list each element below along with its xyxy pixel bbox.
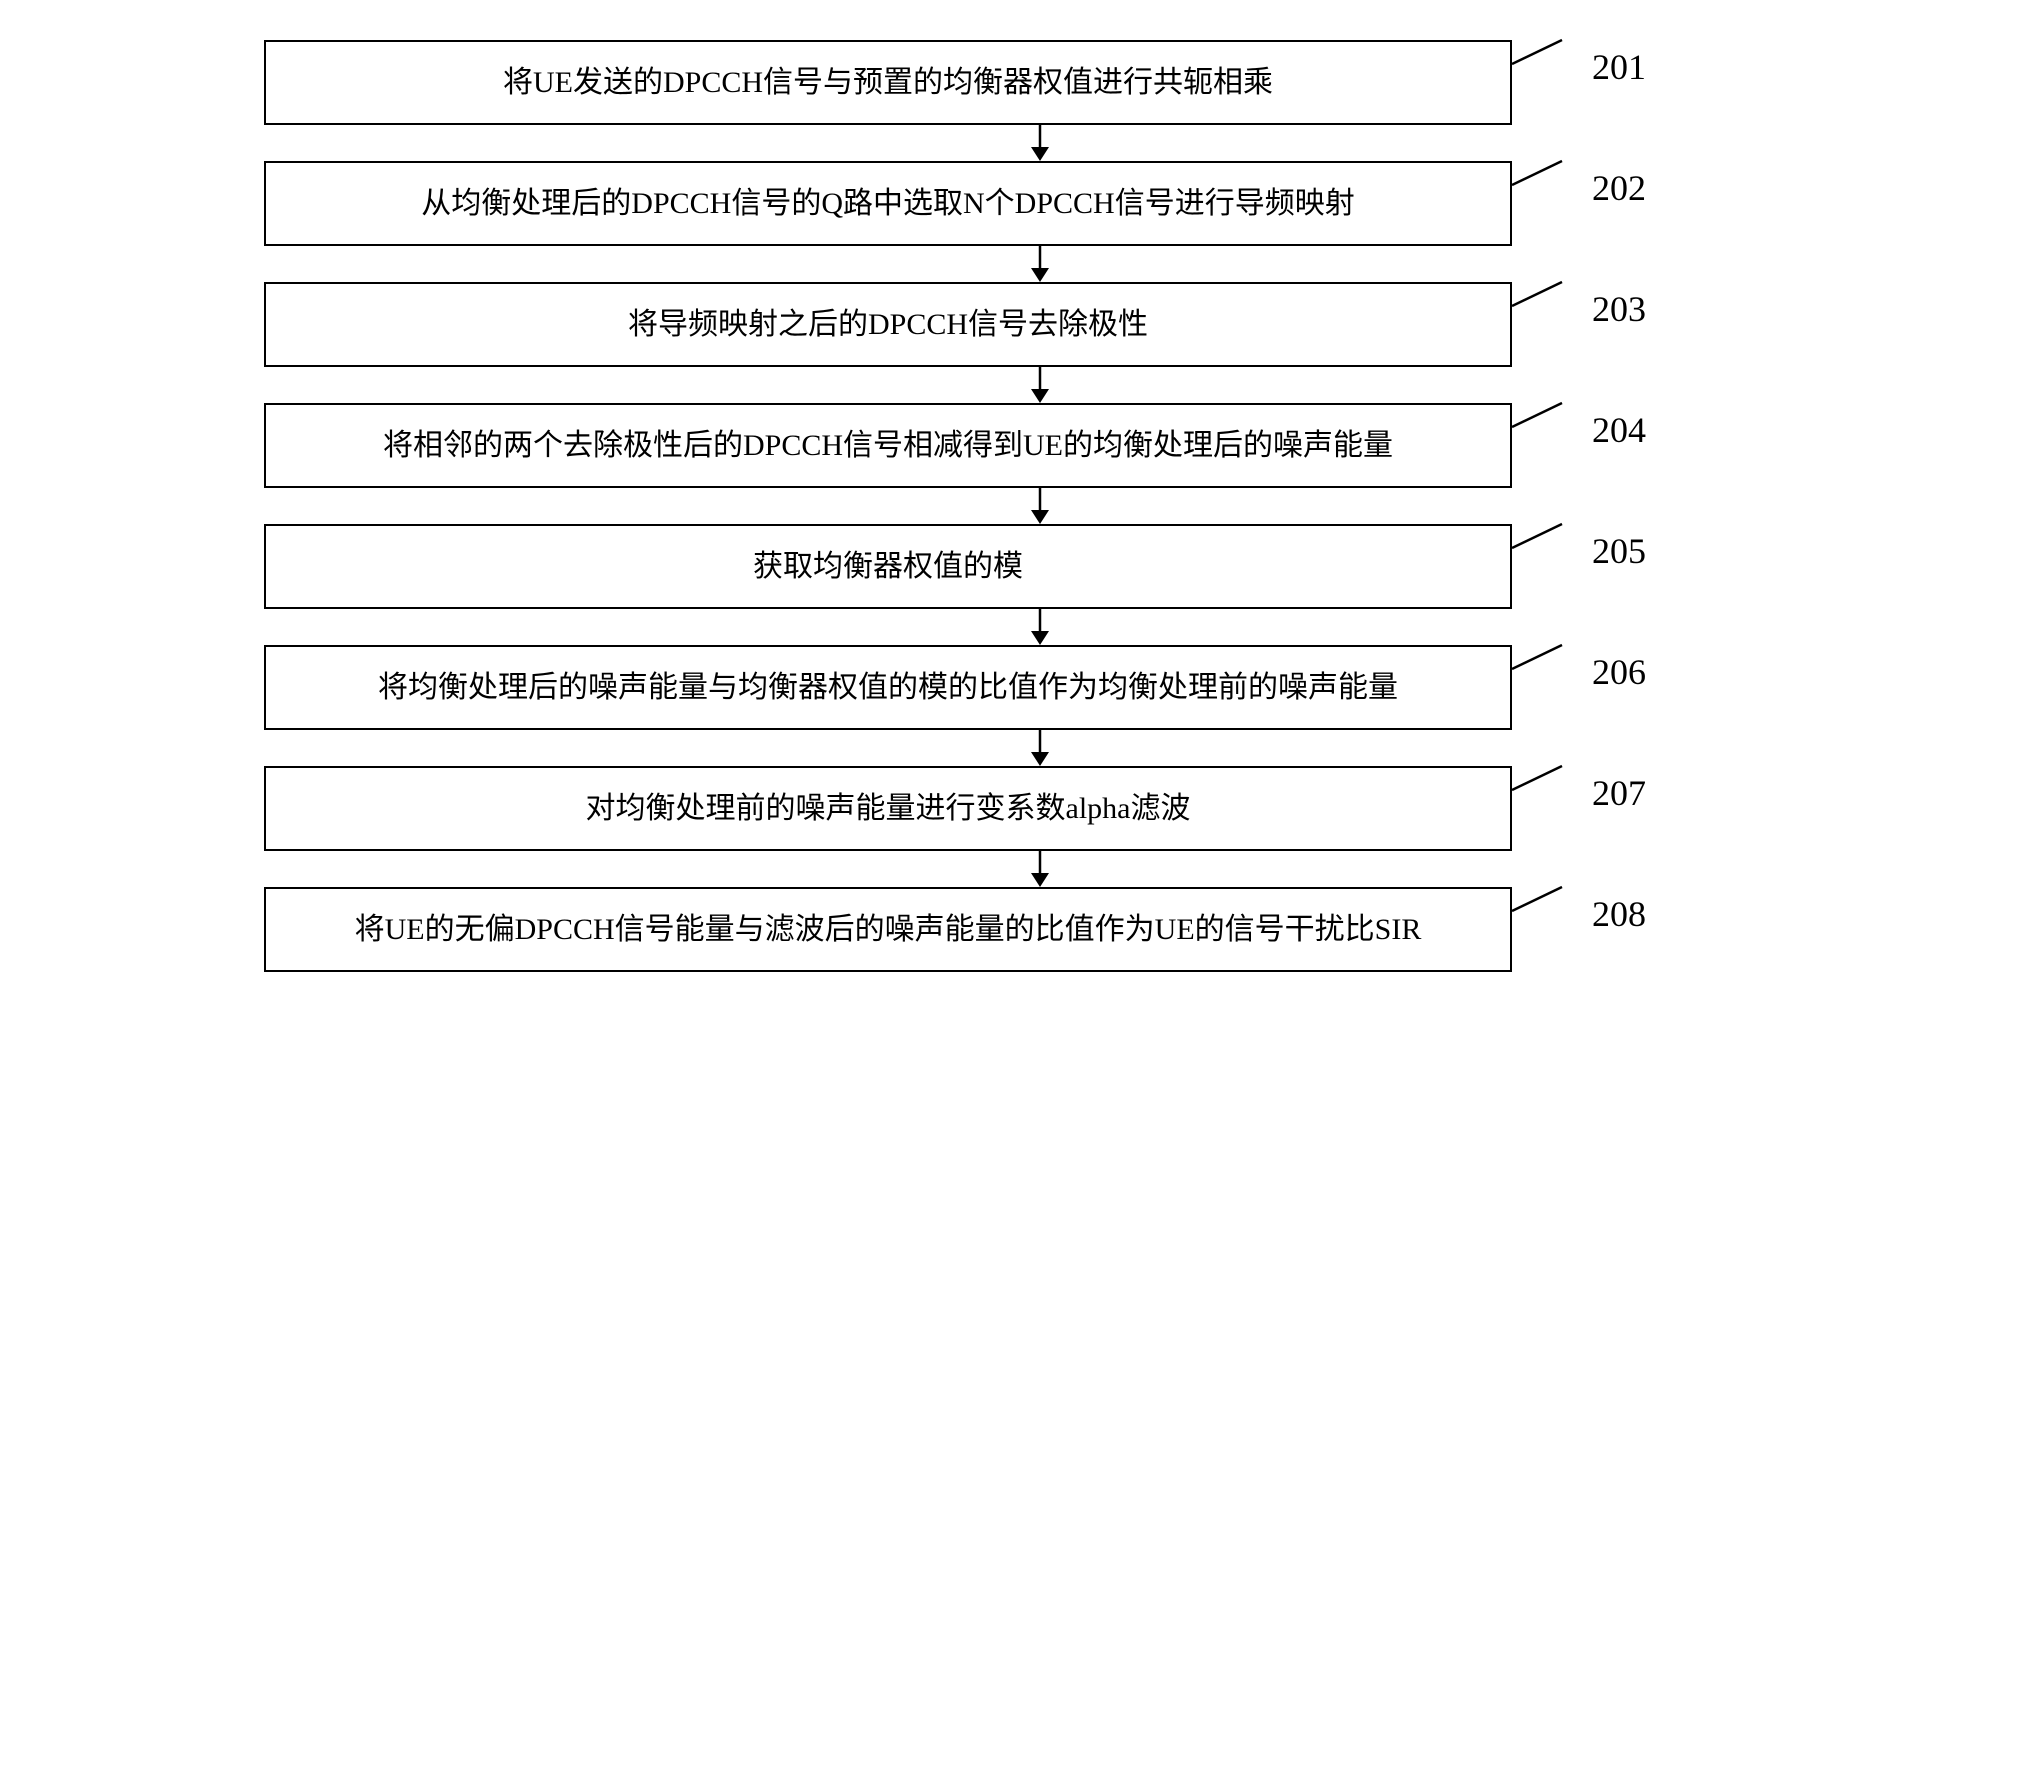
- step-label-wrap: 201: [1512, 40, 1816, 96]
- leader-line-icon: [1512, 36, 1592, 96]
- step-text: 将均衡处理后的噪声能量与均衡器权值的模的比值作为均衡处理前的噪声能量: [378, 665, 1398, 710]
- step-number: 205: [1592, 530, 1646, 572]
- step-label-wrap: 206: [1512, 645, 1816, 701]
- step-box-204: 将相邻的两个去除极性后的DPCCH信号相减得到UE的均衡处理后的噪声能量: [264, 403, 1512, 488]
- step-box-206: 将均衡处理后的噪声能量与均衡器权值的模的比值作为均衡处理前的噪声能量: [264, 645, 1512, 730]
- step-label-wrap: 202: [1512, 161, 1816, 217]
- step-row: 获取均衡器权值的模 205: [216, 524, 1816, 609]
- step-label-wrap: 208: [1512, 887, 1816, 943]
- arrow-down-icon: [1022, 246, 1058, 282]
- step-box-207: 对均衡处理前的噪声能量进行变系数alpha滤波: [264, 766, 1512, 851]
- step-row: 对均衡处理前的噪声能量进行变系数alpha滤波 207: [216, 766, 1816, 851]
- step-box-201: 将UE发送的DPCCH信号与预置的均衡器权值进行共轭相乘: [264, 40, 1512, 125]
- arrow-wrap: [416, 730, 1664, 766]
- arrow-down-icon: [1022, 609, 1058, 645]
- step-number: 203: [1592, 288, 1646, 330]
- step-text: 从均衡处理后的DPCCH信号的Q路中选取N个DPCCH信号进行导频映射: [421, 181, 1354, 226]
- leader-line-icon: [1512, 762, 1592, 822]
- step-number: 207: [1592, 772, 1646, 814]
- step-label-wrap: 205: [1512, 524, 1816, 580]
- arrow-down-icon: [1022, 730, 1058, 766]
- step-row: 将UE发送的DPCCH信号与预置的均衡器权值进行共轭相乘 201: [216, 40, 1816, 125]
- step-text: 将UE的无偏DPCCH信号能量与滤波后的噪声能量的比值作为UE的信号干扰比SIR: [355, 907, 1422, 952]
- step-box-202: 从均衡处理后的DPCCH信号的Q路中选取N个DPCCH信号进行导频映射: [264, 161, 1512, 246]
- arrow-wrap: [416, 367, 1664, 403]
- arrow-wrap: [416, 246, 1664, 282]
- step-box-205: 获取均衡器权值的模: [264, 524, 1512, 609]
- flowchart-container: 将UE发送的DPCCH信号与预置的均衡器权值进行共轭相乘 201 从均衡处理后的…: [216, 40, 1816, 972]
- step-number: 202: [1592, 167, 1646, 209]
- arrow-down-icon: [1022, 851, 1058, 887]
- step-label-wrap: 204: [1512, 403, 1816, 459]
- step-number: 208: [1592, 893, 1646, 935]
- arrow-wrap: [416, 488, 1664, 524]
- leader-line-icon: [1512, 641, 1592, 701]
- arrow-down-icon: [1022, 125, 1058, 161]
- step-text: 将UE发送的DPCCH信号与预置的均衡器权值进行共轭相乘: [503, 60, 1273, 105]
- step-box-203: 将导频映射之后的DPCCH信号去除极性: [264, 282, 1512, 367]
- step-row: 将UE的无偏DPCCH信号能量与滤波后的噪声能量的比值作为UE的信号干扰比SIR…: [216, 887, 1816, 972]
- leader-line-icon: [1512, 399, 1592, 459]
- arrow-wrap: [416, 609, 1664, 645]
- step-label-wrap: 207: [1512, 766, 1816, 822]
- step-text: 对均衡处理前的噪声能量进行变系数alpha滤波: [586, 786, 1191, 831]
- leader-line-icon: [1512, 883, 1592, 943]
- arrow-down-icon: [1022, 367, 1058, 403]
- step-number: 206: [1592, 651, 1646, 693]
- step-row: 从均衡处理后的DPCCH信号的Q路中选取N个DPCCH信号进行导频映射 202: [216, 161, 1816, 246]
- step-row: 将相邻的两个去除极性后的DPCCH信号相减得到UE的均衡处理后的噪声能量 204: [216, 403, 1816, 488]
- arrow-wrap: [416, 851, 1664, 887]
- leader-line-icon: [1512, 157, 1592, 217]
- step-label-wrap: 203: [1512, 282, 1816, 338]
- step-text: 获取均衡器权值的模: [753, 544, 1023, 589]
- step-number: 204: [1592, 409, 1646, 451]
- step-text: 将导频映射之后的DPCCH信号去除极性: [628, 302, 1148, 347]
- arrow-wrap: [416, 125, 1664, 161]
- step-row: 将均衡处理后的噪声能量与均衡器权值的模的比值作为均衡处理前的噪声能量 206: [216, 645, 1816, 730]
- arrow-down-icon: [1022, 488, 1058, 524]
- step-row: 将导频映射之后的DPCCH信号去除极性 203: [216, 282, 1816, 367]
- leader-line-icon: [1512, 520, 1592, 580]
- leader-line-icon: [1512, 278, 1592, 338]
- step-number: 201: [1592, 46, 1646, 88]
- step-box-208: 将UE的无偏DPCCH信号能量与滤波后的噪声能量的比值作为UE的信号干扰比SIR: [264, 887, 1512, 972]
- step-text: 将相邻的两个去除极性后的DPCCH信号相减得到UE的均衡处理后的噪声能量: [383, 423, 1393, 468]
